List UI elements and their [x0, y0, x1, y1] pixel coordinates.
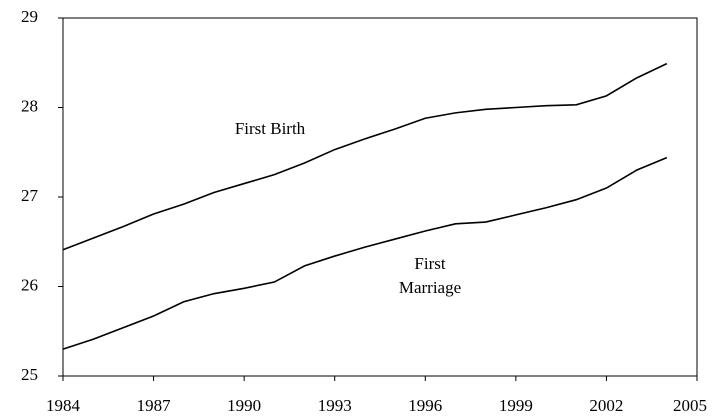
x-tick-label: 1987: [137, 396, 172, 415]
x-tick-label: 2005: [673, 396, 707, 415]
y-tick-label: 27: [21, 186, 39, 205]
y-tick-label: 26: [21, 275, 38, 294]
y-tick-label: 25: [21, 365, 38, 384]
series-label-text: First Birth: [234, 119, 306, 138]
series-line: [62, 62, 668, 251]
x-tick-label: 1996: [408, 396, 442, 415]
y-tick-label: 28: [21, 96, 38, 115]
x-tick-label: 1990: [227, 396, 261, 415]
series-label: First Birth: [234, 119, 306, 138]
series-label: First Marriage: [398, 254, 462, 297]
y-tick-label: 29: [21, 7, 38, 26]
x-tick-label: 1984: [46, 396, 81, 415]
plot-frame: [62, 17, 698, 377]
series-line: [62, 156, 668, 350]
x-tick-label: 2002: [589, 396, 623, 415]
x-tick-label: 1999: [499, 396, 533, 415]
x-tick-label: 1993: [318, 396, 352, 415]
series-label-text: First Marriage: [398, 254, 462, 297]
